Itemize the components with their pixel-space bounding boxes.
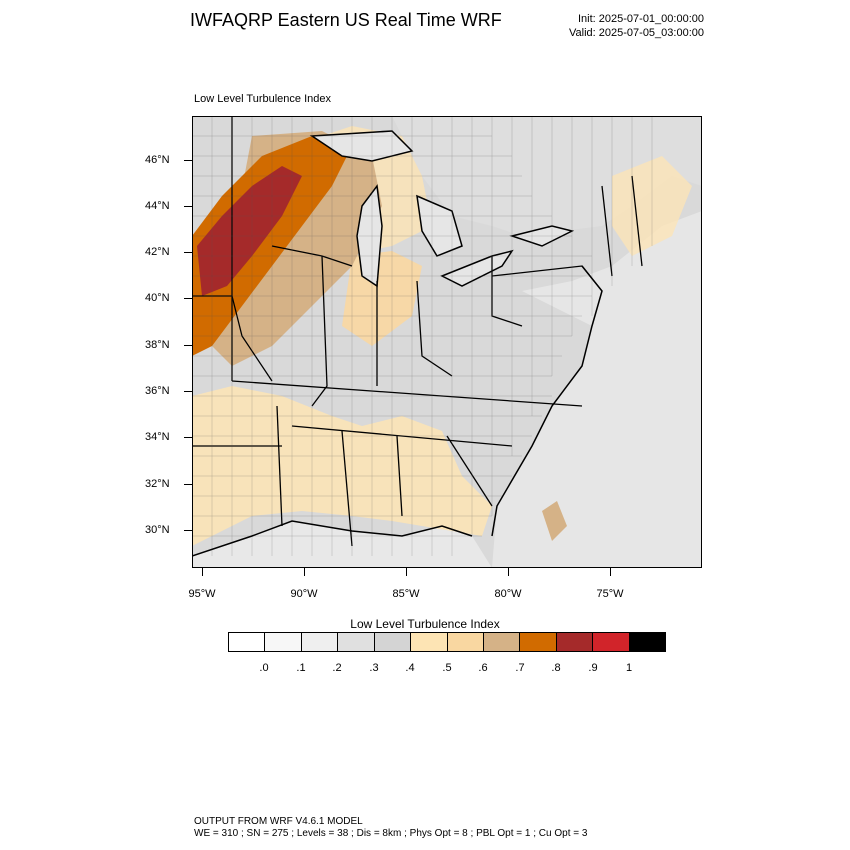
lon-label-90: 90°W: [290, 588, 318, 600]
lat-tick: [184, 391, 192, 392]
map-field-label: Low Level Turbulence Index: [194, 93, 331, 105]
colorbar-swatch: [265, 633, 302, 651]
colorbar-swatch: [229, 633, 266, 651]
lon-tick: [202, 568, 203, 576]
colorbar-label: .2: [332, 662, 342, 674]
ocean-area: [492, 211, 702, 568]
colorbar-label: .5: [442, 662, 452, 674]
valid-time: Valid: 2025-07-05_03:00:00: [569, 27, 704, 39]
colorbar-swatch: [374, 633, 412, 651]
init-time: Init: 2025-07-01_00:00:00: [578, 13, 704, 25]
colorbar-swatch: [556, 633, 594, 651]
coastline-gulf: [192, 520, 473, 557]
lon-tick: [304, 568, 305, 576]
lon-label-75: 75°W: [596, 588, 624, 600]
colorbar: [228, 632, 666, 652]
brick-red-core: [197, 166, 302, 296]
colorbar-label: .8: [551, 662, 561, 674]
colorbar-swatch: [520, 633, 557, 651]
coastline-east: [491, 265, 603, 537]
lon-tick: [508, 568, 509, 576]
lat-label-34: 34°N: [145, 431, 170, 443]
lat-tick: [184, 437, 192, 438]
lat-tick: [184, 252, 192, 253]
lat-label-44: 44°N: [145, 200, 170, 212]
colorbar-label: .0: [259, 662, 269, 674]
colorbar-swatch: [411, 633, 448, 651]
colorbar-label: .7: [515, 662, 525, 674]
lake-huron: [416, 194, 463, 257]
colorbar-label: .3: [369, 662, 379, 674]
lat-label-42: 42°N: [145, 246, 170, 258]
colorbar-label: .4: [405, 662, 415, 674]
colorbar-title: Low Level Turbulence Index: [350, 617, 500, 631]
lon-label-85: 85°W: [392, 588, 420, 600]
colorbar-swatch: [629, 633, 666, 651]
lat-label-32: 32°N: [145, 478, 170, 490]
colorbar-label: .6: [478, 662, 488, 674]
light-orange-south: [192, 386, 492, 546]
colorbar-label: .9: [588, 662, 598, 674]
lat-tick: [184, 345, 192, 346]
lon-label-95: 95°W: [188, 588, 216, 600]
colorbar-swatch: [593, 633, 630, 651]
lon-tick: [610, 568, 611, 576]
page-title: IWFAQRP Eastern US Real Time WRF: [190, 10, 502, 30]
colorbar-swatch: [301, 633, 339, 651]
lat-label-40: 40°N: [145, 292, 170, 304]
lat-label-36: 36°N: [145, 385, 170, 397]
lat-tick: [184, 160, 192, 161]
lat-label-38: 38°N: [145, 339, 170, 351]
offshore-patch: [542, 501, 567, 541]
lat-tick: [184, 298, 192, 299]
lat-tick: [184, 530, 192, 531]
lake-erie: [440, 249, 514, 287]
colorbar-label: 1: [625, 662, 633, 674]
lat-label-46: 46°N: [145, 154, 170, 166]
colorbar-swatch: [447, 633, 484, 651]
lon-tick: [406, 568, 407, 576]
footer-config-line: WE = 310 ; SN = 275 ; Levels = 38 ; Dis …: [194, 828, 588, 839]
colorbar-label: .1: [296, 662, 306, 674]
lat-tick: [184, 206, 192, 207]
footer-model-line: OUTPUT FROM WRF V4.6.1 MODEL: [194, 816, 363, 827]
lat-tick: [184, 484, 192, 485]
county-borders: [192, 116, 653, 556]
colorbar-swatch: [483, 633, 521, 651]
lat-label-30: 30°N: [145, 524, 170, 536]
turbulence-map: [192, 116, 702, 568]
lon-label-80: 80°W: [494, 588, 522, 600]
colorbar-swatch: [338, 633, 375, 651]
map-border: [192, 116, 702, 568]
